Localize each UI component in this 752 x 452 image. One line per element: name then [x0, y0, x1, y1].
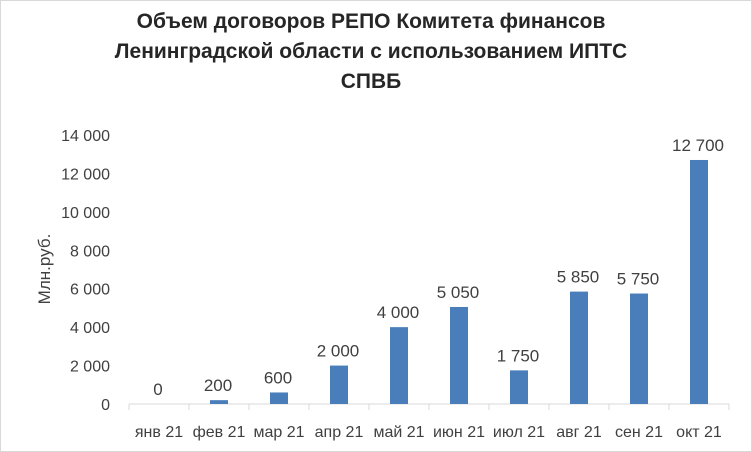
x-tick-label: июн 21 — [433, 424, 485, 441]
y-tick-label: 14 000 — [61, 128, 110, 145]
data-label: 0 — [153, 380, 162, 399]
data-label: 2 000 — [317, 342, 360, 361]
y-tick-label: 0 — [101, 397, 110, 414]
bar — [510, 370, 528, 404]
x-tick-label: июл 21 — [493, 424, 545, 441]
data-label: 12 700 — [672, 136, 724, 155]
bar — [270, 392, 288, 404]
bar — [690, 159, 708, 404]
bar — [450, 306, 468, 404]
data-label: 5 750 — [617, 270, 660, 289]
data-label: 4 000 — [377, 303, 420, 322]
bar — [210, 400, 228, 404]
x-tick-label: окт 21 — [676, 424, 722, 441]
data-label: 200 — [204, 376, 232, 395]
y-tick-label: 8 000 — [70, 243, 110, 260]
chart-title: Объем договоров РЕПО Комитета финансов Л… — [114, 10, 628, 93]
bar — [330, 365, 348, 404]
data-label: 600 — [264, 368, 292, 387]
x-tick-label: мар 21 — [253, 424, 304, 441]
y-tick-label: 10 000 — [61, 205, 110, 222]
bar — [390, 327, 408, 404]
bar — [570, 291, 588, 404]
y-tick-label: 6 000 — [70, 282, 110, 299]
y-tick-label: 4 000 — [70, 320, 110, 337]
y-axis-label: Млн.руб. — [35, 234, 54, 305]
data-label: 1 750 — [497, 346, 540, 365]
bar — [630, 293, 648, 404]
x-tick-label: авг 21 — [556, 424, 602, 441]
x-tick-label: май 21 — [373, 424, 424, 441]
x-tick-label: апр 21 — [315, 424, 364, 441]
data-label: 5 850 — [557, 268, 600, 287]
x-tick-label: янв 21 — [135, 424, 183, 441]
x-tick-label: фев 21 — [193, 424, 246, 441]
data-label: 5 050 — [437, 283, 480, 302]
y-tick-label: 12 000 — [61, 166, 110, 183]
x-tick-label: сен 21 — [615, 424, 663, 441]
y-tick-label: 2 000 — [70, 359, 110, 376]
